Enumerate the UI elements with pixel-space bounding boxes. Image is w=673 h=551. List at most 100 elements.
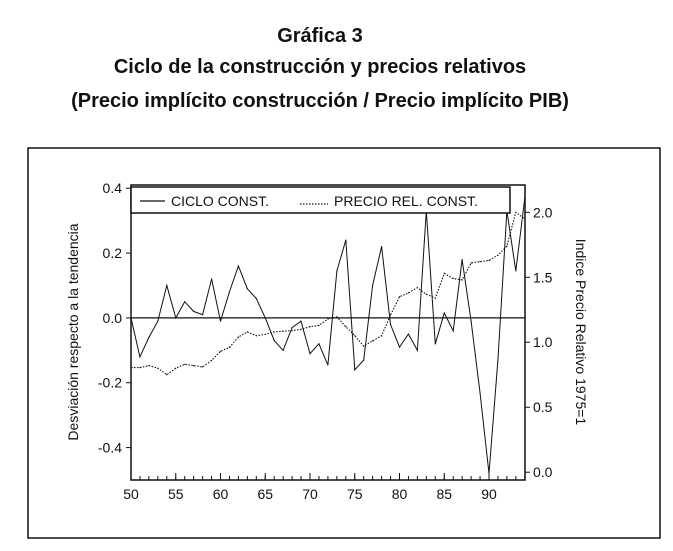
data-point-precio <box>434 297 436 299</box>
legend-box <box>130 186 511 214</box>
chart-heading-number: Gráfica 3 <box>277 25 363 47</box>
data-point-ciclo <box>219 320 222 322</box>
data-point-precio <box>282 330 284 332</box>
series-line-precio <box>131 211 526 376</box>
x-tick-label: 50 <box>123 486 139 502</box>
data-point-precio <box>452 277 454 280</box>
data-point-precio <box>309 326 311 328</box>
y-right-tick-label: 1.5 <box>533 269 553 285</box>
y-left-tick-label: 0.0 <box>103 310 123 326</box>
data-point-ciclo <box>372 284 374 287</box>
x-tick-label: 70 <box>302 486 318 502</box>
data-point-precio <box>219 350 222 352</box>
plot-frame <box>130 184 526 481</box>
data-point-ciclo <box>157 320 159 322</box>
data-point-precio <box>354 335 356 337</box>
data-point-ciclo <box>291 327 293 329</box>
data-point-ciclo <box>193 310 195 313</box>
y-right-tick-label: 0.5 <box>533 399 553 415</box>
data-point-ciclo <box>524 197 526 199</box>
y-axis-left-label: Desviación respecto a la tendencia <box>65 223 81 440</box>
data-point-ciclo <box>470 320 472 322</box>
x-tick-label: 65 <box>257 486 273 502</box>
data-point-precio <box>130 366 132 369</box>
y-right-tick-label: 2.0 <box>533 204 553 220</box>
data-point-precio <box>237 336 239 338</box>
data-point-precio <box>327 318 329 320</box>
data-point-ciclo <box>237 265 239 267</box>
data-point-precio <box>488 259 490 261</box>
data-point-precio <box>398 296 401 298</box>
data-point-ciclo <box>398 346 401 348</box>
data-point-precio <box>264 333 266 336</box>
data-point-precio <box>515 211 517 213</box>
data-point-precio <box>148 365 150 367</box>
data-point-precio <box>372 340 374 342</box>
legend-label-ciclo: CICLO CONST. <box>171 193 269 209</box>
data-point-precio <box>389 314 392 316</box>
data-point-precio <box>246 331 248 333</box>
x-tick-label: 80 <box>392 486 408 502</box>
data-point-ciclo <box>166 284 168 287</box>
data-point-precio <box>157 367 159 369</box>
data-point-precio <box>202 366 204 368</box>
data-point-precio <box>407 292 410 294</box>
data-point-ciclo <box>228 291 231 293</box>
chart-title: Ciclo de la construcción y precios relat… <box>113 56 527 78</box>
y-axis-right-label: Indice Precio Relativo 1975=1 <box>573 239 589 426</box>
data-point-ciclo <box>139 356 141 358</box>
data-point-precio <box>210 359 213 362</box>
data-point-ciclo <box>407 333 410 335</box>
data-point-ciclo <box>389 323 392 325</box>
x-tick-label: 90 <box>481 486 497 502</box>
x-tick-label: 55 <box>168 486 184 502</box>
data-point-ciclo <box>175 317 177 319</box>
y-left-tick-label: -0.2 <box>98 375 122 391</box>
y-left-tick-label: -0.4 <box>98 440 122 456</box>
data-point-ciclo <box>461 258 463 261</box>
outer-frame <box>27 147 661 539</box>
data-point-ciclo <box>282 349 284 351</box>
data-point-ciclo <box>497 359 499 361</box>
y-right-tick-label: 0.0 <box>533 464 553 480</box>
data-point-ciclo <box>255 297 257 300</box>
data-point-precio <box>479 261 481 263</box>
data-point-precio <box>291 329 293 332</box>
data-point-ciclo <box>434 343 436 345</box>
data-point-precio <box>381 335 383 337</box>
data-point-ciclo <box>184 301 186 303</box>
data-point-ciclo <box>443 312 445 314</box>
data-point-precio <box>166 374 168 376</box>
data-point-precio <box>336 316 338 318</box>
data-point-ciclo <box>354 369 356 371</box>
data-point-precio <box>273 331 275 333</box>
data-point-precio <box>139 366 141 369</box>
x-tick-label: 85 <box>436 486 452 502</box>
data-point-precio <box>425 293 427 295</box>
legend-label-precio: PRECIO REL. CONST. <box>334 193 478 209</box>
data-point-ciclo <box>336 270 338 272</box>
data-point-ciclo <box>148 336 150 338</box>
data-point-ciclo <box>381 245 383 248</box>
data-point-precio <box>470 262 472 264</box>
data-point-ciclo <box>363 359 365 361</box>
data-point-precio <box>524 218 526 220</box>
data-point-precio <box>345 326 347 328</box>
x-tick-label: 75 <box>347 486 363 502</box>
legend: CICLO CONST. PRECIO REL. CONST. <box>130 186 511 214</box>
y-left-tick-label: 0.2 <box>103 245 123 261</box>
data-point-ciclo <box>309 352 311 355</box>
data-point-precio <box>443 272 445 274</box>
data-point-ciclo <box>246 288 248 290</box>
data-point-precio <box>497 254 499 256</box>
data-point-precio <box>184 363 186 365</box>
data-point-precio <box>416 287 418 289</box>
data-point-precio <box>318 324 320 326</box>
y-left-tick-label: 0.4 <box>103 180 123 196</box>
data-point-ciclo <box>488 472 490 475</box>
data-point-ciclo <box>327 364 329 366</box>
data-point-precio <box>228 346 231 349</box>
data-point-ciclo <box>264 317 266 319</box>
data-point-ciclo <box>318 343 320 345</box>
